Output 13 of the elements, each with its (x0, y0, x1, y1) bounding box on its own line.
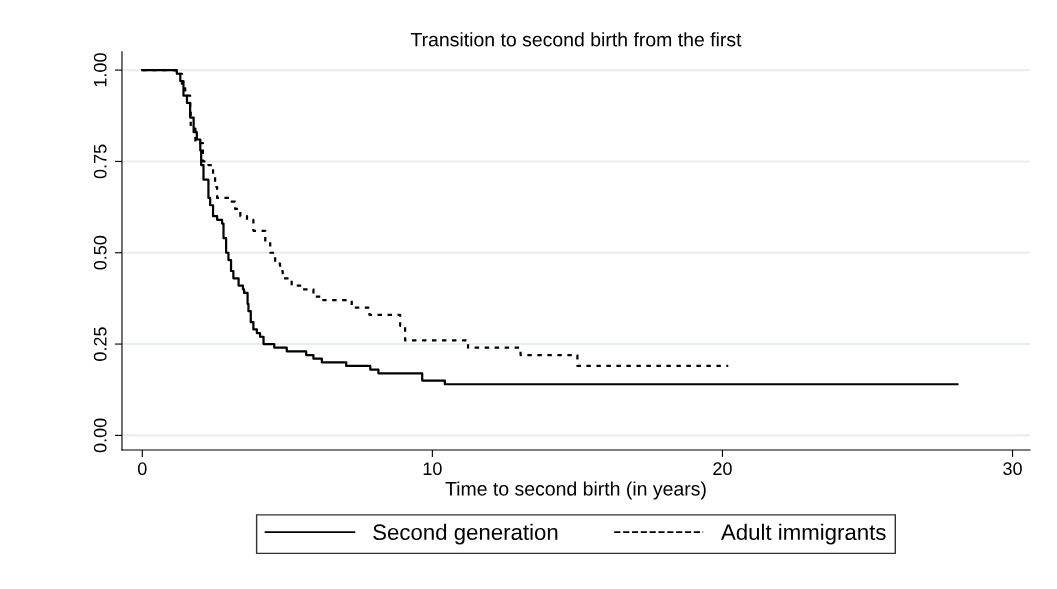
y-tick-label: 0.50 (93, 235, 107, 270)
x-tick-label: 20 (713, 462, 732, 476)
y-tick-label: 0.75 (93, 144, 107, 179)
x-tick-label: 30 (1003, 462, 1022, 476)
x-tick-label: 0 (137, 462, 147, 476)
chart-title: Transition to second birth from the first (410, 32, 742, 47)
y-tick-label: 1.00 (93, 53, 107, 87)
x-axis-title: Time to second birth (in years) (445, 481, 706, 500)
y-tick-label: 0.00 (93, 418, 107, 453)
x-tick-label: 10 (423, 462, 442, 476)
legend-label: Adult immigrants (720, 523, 886, 545)
legend-label: Second generation (373, 523, 558, 545)
y-tick-label: 0.25 (93, 327, 107, 361)
